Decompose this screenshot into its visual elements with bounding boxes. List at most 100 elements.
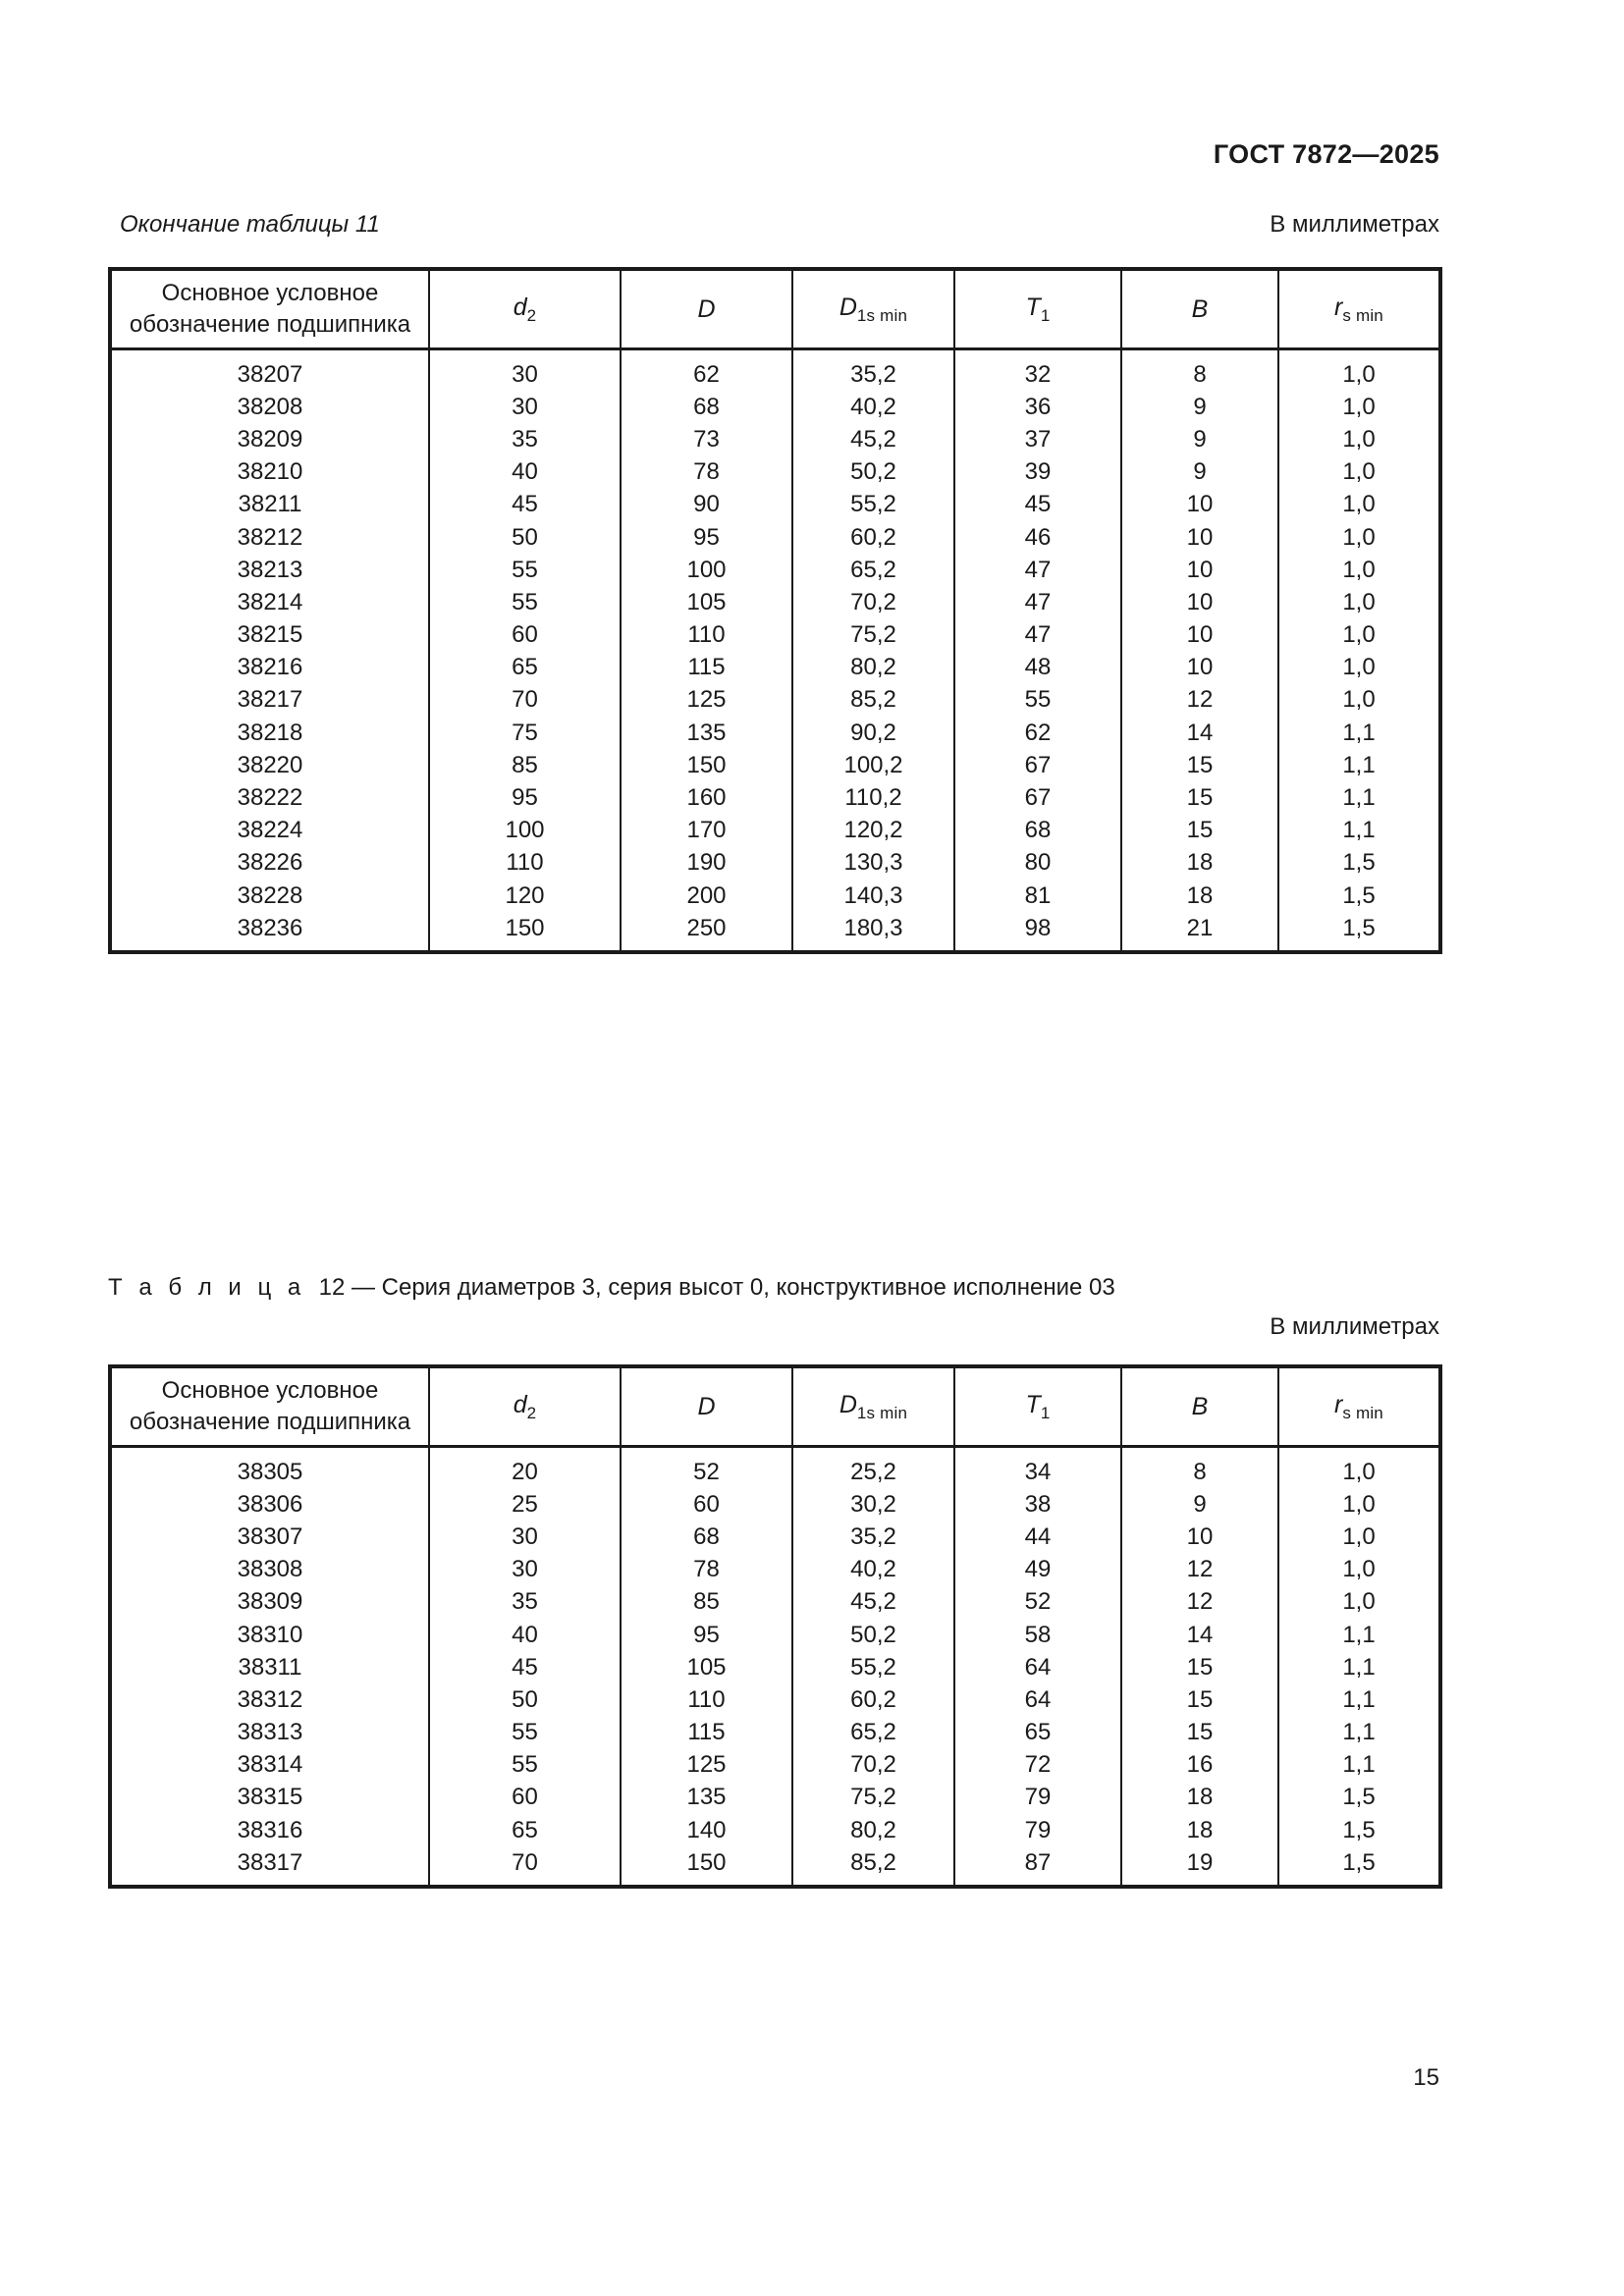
table-cell: 1,0: [1277, 1585, 1442, 1619]
table-row: 38312 50 110 60,2 64 15 1,1: [108, 1683, 1442, 1717]
table-cell: 50,2: [791, 1618, 955, 1652]
table-cell: 32: [953, 348, 1122, 392]
table-cell: 95: [620, 1618, 793, 1652]
table-cell: 67: [953, 749, 1122, 782]
page-number: 15: [1413, 2064, 1439, 2091]
table-cell: 10: [1120, 488, 1279, 521]
cell-designation: 38226: [108, 846, 430, 880]
column-header-rs-min: rs min: [1277, 1364, 1442, 1448]
table-cell: 30,2: [791, 1488, 955, 1522]
table-cell: 160: [620, 781, 793, 815]
table-cell: 80,2: [791, 1814, 955, 1847]
cell-designation: 38314: [108, 1748, 430, 1782]
table-cell: 30: [428, 1553, 622, 1586]
cell-designation: 38212: [108, 520, 430, 555]
table-cell: 67: [953, 781, 1122, 815]
table-row: 38222 95 160 110,2 67 15 1,1: [108, 781, 1442, 815]
table-row: 38208 30 68 40,2 36 9 1,0: [108, 391, 1442, 424]
cell-designation: 38315: [108, 1781, 430, 1815]
table-row: 38315 60 135 75,2 79 18 1,5: [108, 1781, 1442, 1815]
table12-header-row: Основное условное обозначение подшипника…: [108, 1364, 1442, 1448]
table-cell: 25: [428, 1488, 622, 1522]
table-cell: 52: [953, 1585, 1122, 1619]
column-header-rs-min: rs min: [1277, 267, 1442, 350]
table-cell: 15: [1120, 1716, 1279, 1749]
table-cell: 135: [620, 1781, 793, 1815]
table-cell: 130,3: [791, 846, 955, 880]
running-head: ГОСТ 7872—2025: [1213, 139, 1439, 169]
table-cell: 85,2: [791, 683, 955, 718]
table-cell: 115: [620, 651, 793, 684]
table-cell: 110: [620, 1683, 793, 1717]
table-cell: 40: [428, 1618, 622, 1652]
table12-units-label: В миллиметрах: [1270, 1313, 1439, 1340]
table-cell: 95: [620, 520, 793, 555]
table-cell: 1,0: [1277, 1553, 1442, 1586]
table-row: 38313 55 115 65,2 65 15 1,1: [108, 1716, 1442, 1749]
table-cell: 150: [620, 1846, 793, 1890]
table-cell: 120: [428, 880, 622, 913]
cell-designation: 38217: [108, 683, 430, 718]
table12-body: 38305 20 52 25,2 34 8 1,0 38306 25 60 30,2 38 9 1,0 38…: [108, 1446, 1442, 1890]
table11-continuation-label: Окончание таблицы 11: [120, 211, 380, 238]
table-cell: 10: [1120, 651, 1279, 684]
table12-head: Основное условное обозначение подшипника…: [108, 1364, 1442, 1448]
cell-designation: 38209: [108, 423, 430, 456]
table-cell: 140: [620, 1814, 793, 1847]
cell-designation: 38308: [108, 1553, 430, 1586]
table-cell: 65: [428, 651, 622, 684]
table-cell: 14: [1120, 717, 1279, 750]
table-cell: 100,2: [791, 749, 955, 782]
table-cell: 20: [428, 1446, 622, 1489]
table-cell: 64: [953, 1651, 1122, 1684]
cell-designation: 38312: [108, 1683, 430, 1717]
table-row: 38220 85 150 100,2 67 15 1,1: [108, 749, 1442, 782]
cell-designation: 38210: [108, 455, 430, 489]
table-row: 38317 70 150 85,2 87 19 1,5: [108, 1846, 1442, 1890]
table-cell: 78: [620, 455, 793, 489]
table-cell: 65: [953, 1716, 1122, 1749]
column-header-d2: d2: [428, 267, 622, 350]
table-row: 38226 110 190 130,3 80 18 1,5: [108, 846, 1442, 880]
table-cell: 150: [620, 749, 793, 782]
table-cell: 75,2: [791, 618, 955, 652]
table-cell: 75,2: [791, 1781, 955, 1815]
table-cell: 120,2: [791, 814, 955, 847]
cell-designation: 38228: [108, 880, 430, 913]
table-cell: 180,3: [791, 912, 955, 955]
table-cell: 1,0: [1277, 651, 1442, 684]
table-cell: 100: [620, 554, 793, 587]
table-cell: 1,1: [1277, 1618, 1442, 1652]
table-cell: 18: [1120, 1814, 1279, 1847]
table-cell: 1,0: [1277, 554, 1442, 587]
table-cell: 1,1: [1277, 814, 1442, 847]
table-cell: 45: [953, 488, 1122, 521]
table-row: 38307 30 68 35,2 44 10 1,0: [108, 1521, 1442, 1554]
table-cell: 36: [953, 391, 1122, 424]
table-cell: 10: [1120, 1521, 1279, 1554]
table-cell: 55: [428, 1716, 622, 1749]
table-cell: 9: [1120, 455, 1279, 489]
table-row: 38308 30 78 40,2 49 12 1,0: [108, 1553, 1442, 1586]
cell-designation: 38215: [108, 618, 430, 652]
table-cell: 98: [953, 912, 1122, 955]
table-cell: 15: [1120, 1683, 1279, 1717]
table-cell: 110: [620, 618, 793, 652]
cell-designation: 38313: [108, 1716, 430, 1749]
table-row: 38236 150 250 180,3 98 21 1,5: [108, 912, 1442, 955]
table-cell: 60: [620, 1488, 793, 1522]
table-cell: 55: [428, 554, 622, 587]
table-cell: 62: [953, 717, 1122, 750]
cell-designation: 38307: [108, 1521, 430, 1554]
column-header-T1: T1: [953, 1364, 1122, 1448]
cell-designation: 38317: [108, 1846, 430, 1890]
table-cell: 80: [953, 846, 1122, 880]
table-cell: 85: [620, 1585, 793, 1619]
table-cell: 250: [620, 912, 793, 955]
table-row: 38209 35 73 45,2 37 9 1,0: [108, 423, 1442, 456]
table-cell: 52: [620, 1446, 793, 1489]
table-cell: 90: [620, 488, 793, 521]
table-cell: 70: [428, 1846, 622, 1890]
table11-head: Основное условное обозначение подшипника…: [108, 267, 1442, 350]
table-row: 38216 65 115 80,2 48 10 1,0: [108, 651, 1442, 684]
